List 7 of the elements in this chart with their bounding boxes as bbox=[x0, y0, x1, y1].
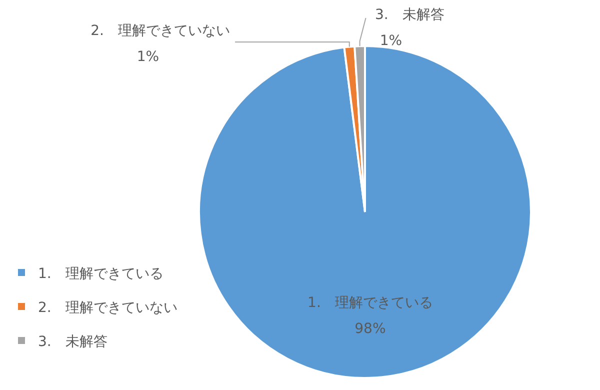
legend-label: 1. 理解できている bbox=[38, 266, 164, 282]
data-label: 1% bbox=[380, 33, 402, 49]
legend-label: 2. 理解できていない bbox=[38, 300, 178, 316]
slice-label: 2. 理解できていない bbox=[90, 23, 230, 39]
slice-label: 3. 未解答 bbox=[375, 7, 444, 23]
data-label: 1% bbox=[136, 49, 160, 65]
legend-label: 3. 未解答 bbox=[38, 334, 108, 350]
